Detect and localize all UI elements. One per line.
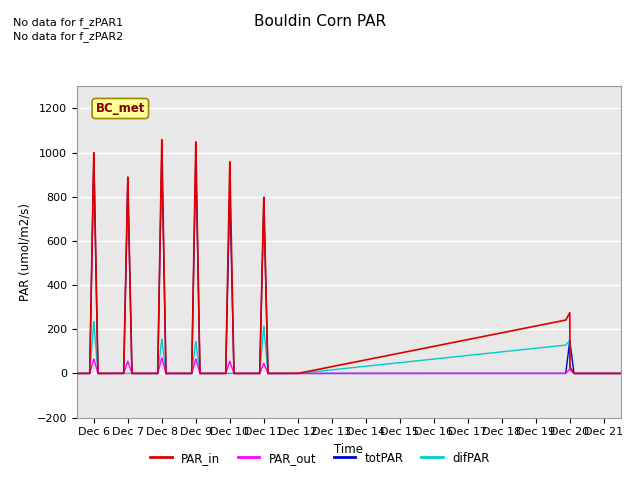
Text: Bouldin Corn PAR: Bouldin Corn PAR [254,14,386,29]
X-axis label: Time: Time [334,443,364,456]
Text: BC_met: BC_met [95,102,145,115]
Legend: PAR_in, PAR_out, totPAR, difPAR: PAR_in, PAR_out, totPAR, difPAR [146,447,494,469]
Text: No data for f_zPAR2: No data for f_zPAR2 [13,31,123,42]
Text: No data for f_zPAR1: No data for f_zPAR1 [13,17,123,28]
Y-axis label: PAR (umol/m2/s): PAR (umol/m2/s) [18,203,31,301]
